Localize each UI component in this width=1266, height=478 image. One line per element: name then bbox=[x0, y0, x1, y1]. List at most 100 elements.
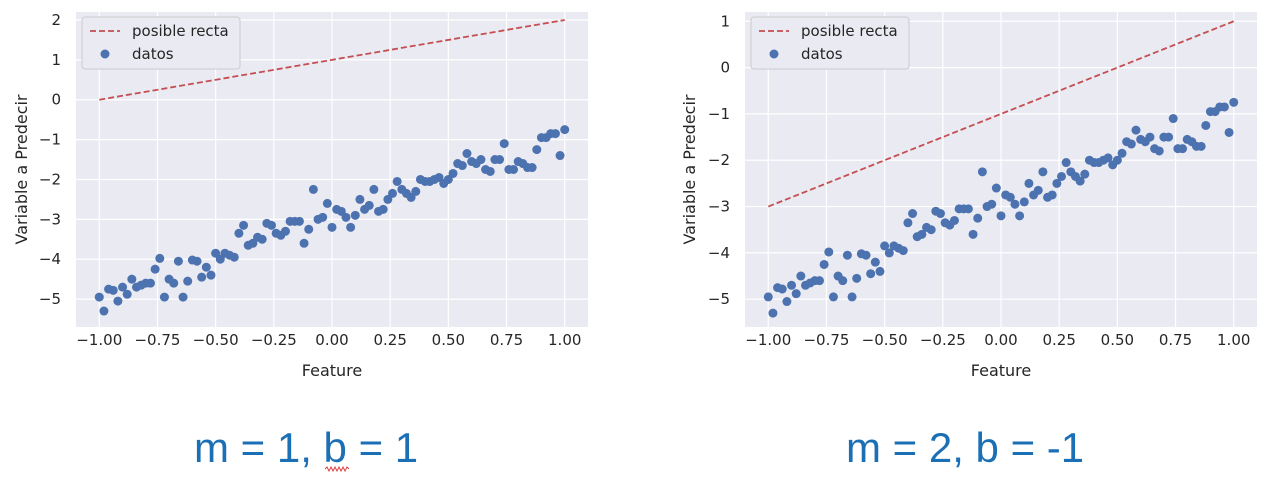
data-point bbox=[847, 292, 857, 302]
x-tick-label: 0.25 bbox=[1042, 331, 1075, 349]
data-point bbox=[1229, 97, 1239, 107]
data-point bbox=[1224, 127, 1234, 137]
data-point bbox=[1052, 178, 1062, 188]
data-point bbox=[178, 292, 188, 302]
data-point bbox=[555, 151, 565, 161]
data-point bbox=[1005, 192, 1015, 202]
x-axis-label: Feature bbox=[971, 361, 1031, 380]
data-point bbox=[782, 297, 792, 307]
data-point bbox=[294, 216, 304, 226]
data-point bbox=[791, 289, 801, 299]
data-point bbox=[814, 276, 824, 286]
y-tick-label: 0 bbox=[51, 91, 61, 109]
data-point bbox=[239, 220, 249, 230]
data-point bbox=[1047, 190, 1057, 200]
data-point bbox=[1219, 102, 1229, 112]
data-point bbox=[852, 273, 862, 283]
data-point bbox=[1126, 139, 1136, 149]
data-point bbox=[308, 184, 318, 194]
data-point bbox=[448, 168, 458, 178]
data-point bbox=[1024, 178, 1034, 188]
data-point bbox=[1075, 176, 1085, 186]
data-point bbox=[527, 163, 537, 173]
x-tick-label: 0.00 bbox=[315, 331, 348, 349]
data-point bbox=[560, 125, 570, 135]
data-point bbox=[768, 308, 778, 318]
data-point bbox=[266, 220, 276, 230]
y-tick-label: −2 bbox=[39, 170, 61, 188]
legend-box bbox=[81, 16, 241, 70]
data-point bbox=[908, 209, 918, 219]
y-axis-label: Variable a Predecir bbox=[680, 94, 699, 244]
x-tick-label: 0.50 bbox=[1101, 331, 1134, 349]
data-point bbox=[229, 252, 239, 262]
y-tick-label: 2 bbox=[51, 11, 61, 29]
data-point bbox=[1164, 132, 1174, 142]
data-point bbox=[462, 149, 472, 159]
data-point bbox=[870, 257, 880, 267]
data-point bbox=[499, 139, 509, 149]
data-point bbox=[234, 228, 244, 238]
x-tick-label: 0.00 bbox=[984, 331, 1017, 349]
data-point bbox=[532, 145, 542, 155]
data-point bbox=[411, 186, 421, 196]
data-point bbox=[159, 292, 169, 302]
data-point bbox=[155, 253, 165, 263]
x-tick-label: 1.00 bbox=[1217, 331, 1250, 349]
y-tick-label: −4 bbox=[39, 250, 61, 268]
y-tick-label: 0 bbox=[720, 59, 730, 77]
data-point bbox=[318, 212, 328, 222]
legend-label: posible recta bbox=[132, 22, 229, 40]
data-point bbox=[884, 248, 894, 258]
data-point bbox=[322, 198, 332, 208]
data-point bbox=[935, 209, 945, 219]
data-point bbox=[949, 215, 959, 225]
caption-left: m = 1, b = 1 bbox=[194, 424, 419, 471]
data-point bbox=[819, 259, 829, 269]
x-tick-label: −0.25 bbox=[251, 331, 297, 349]
y-tick-label: −3 bbox=[708, 198, 730, 216]
data-point bbox=[977, 167, 987, 177]
data-point bbox=[926, 225, 936, 235]
data-point bbox=[1131, 125, 1141, 135]
data-point bbox=[963, 204, 973, 214]
x-tick-label: 0.75 bbox=[1159, 331, 1192, 349]
data-point bbox=[1201, 120, 1211, 130]
data-point bbox=[495, 155, 505, 165]
x-tick-label: −0.50 bbox=[862, 331, 908, 349]
data-point bbox=[341, 212, 351, 222]
data-point bbox=[299, 238, 309, 248]
data-point bbox=[1196, 141, 1206, 151]
x-tick-label: 0.50 bbox=[432, 331, 465, 349]
data-point bbox=[1178, 144, 1188, 154]
data-point bbox=[1057, 171, 1067, 181]
x-tick-label: −1.00 bbox=[745, 331, 791, 349]
data-point bbox=[1103, 153, 1113, 163]
data-point bbox=[777, 284, 787, 294]
y-tick-label: −5 bbox=[39, 290, 61, 308]
data-point bbox=[280, 226, 290, 236]
y-tick-label: −3 bbox=[39, 210, 61, 228]
data-point bbox=[150, 264, 160, 274]
spellcheck-squiggle-icon bbox=[325, 466, 349, 472]
data-point bbox=[113, 296, 123, 306]
data-point bbox=[350, 210, 360, 220]
x-tick-label: −0.25 bbox=[920, 331, 966, 349]
data-point bbox=[787, 280, 797, 290]
data-point bbox=[1015, 211, 1025, 221]
data-point bbox=[1038, 167, 1048, 177]
data-point bbox=[485, 166, 495, 176]
data-point bbox=[197, 272, 207, 282]
data-point bbox=[796, 271, 806, 281]
data-point bbox=[838, 276, 848, 286]
data-point bbox=[1080, 169, 1090, 179]
data-point bbox=[457, 161, 467, 171]
data-point bbox=[898, 246, 908, 256]
data-point bbox=[257, 234, 267, 244]
legend-label: datos bbox=[801, 45, 843, 63]
trend-line bbox=[99, 19, 565, 101]
x-tick-label: −1.00 bbox=[76, 331, 122, 349]
data-point bbox=[996, 211, 1006, 221]
data-point bbox=[550, 129, 560, 139]
x-tick-label: 0.75 bbox=[490, 331, 523, 349]
